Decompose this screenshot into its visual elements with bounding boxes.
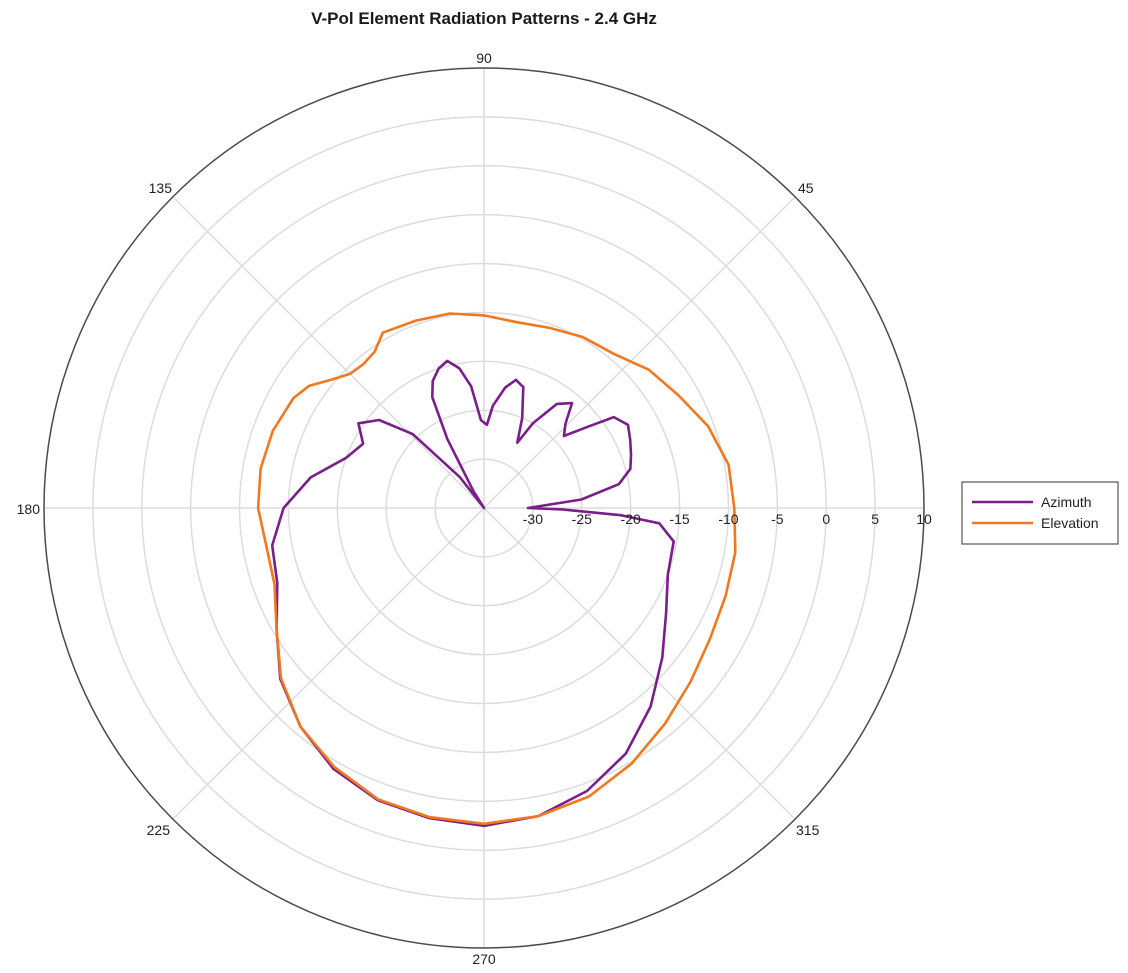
radial-tick-label: 5 — [871, 511, 879, 527]
angular-tick-label: 315 — [796, 822, 820, 838]
angular-tick-label: 135 — [149, 180, 173, 196]
radial-tick-label: -10 — [718, 511, 738, 527]
angular-tick-label: 270 — [472, 951, 496, 967]
series-line-azimuth — [270, 359, 675, 828]
tick-labels: 90 45 315 270 225 180 135 -30 -25 -20 -15 -10 -5 0 5 10 — [17, 50, 932, 967]
legend-box — [961, 481, 1119, 545]
series-line-elevation — [256, 312, 737, 826]
legend-label-elevation: Elevation — [1041, 515, 1099, 531]
angular-tick-label: 225 — [147, 822, 171, 838]
radial-tick-label: -20 — [621, 511, 641, 527]
chart-title: V-Pol Element Radiation Patterns - 2.4 G… — [311, 9, 657, 28]
radial-tick-label: -30 — [523, 511, 543, 527]
outer-ring — [43, 67, 925, 949]
radial-tick-label: 0 — [822, 511, 830, 527]
angular-tick-label: 45 — [798, 180, 814, 196]
angular-tick-label: 180 — [17, 501, 41, 517]
legend: Azimuth Elevation — [961, 481, 1119, 545]
legend-label-azimuth: Azimuth — [1041, 494, 1092, 510]
angular-tick-label: 90 — [476, 50, 492, 66]
radial-tick-label: 10 — [916, 511, 932, 527]
radial-tick-label: -25 — [572, 511, 592, 527]
radial-tick-label: -15 — [669, 511, 689, 527]
radial-tick-label: -5 — [771, 511, 784, 527]
series-layer — [256, 312, 737, 828]
